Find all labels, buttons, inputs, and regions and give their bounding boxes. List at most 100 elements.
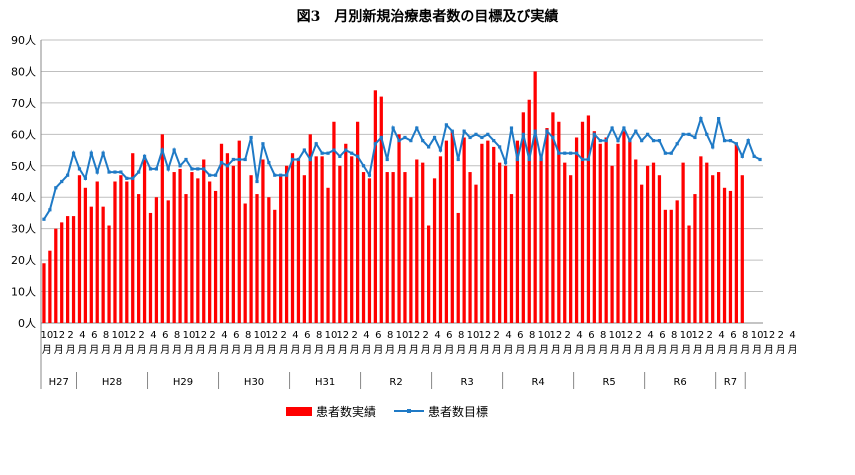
x-tick-unit: 月 — [646, 344, 656, 356]
chart-title: 図3 月別新規治療患者数の目標及び実績 — [296, 9, 559, 25]
x-tick-label: 8 — [600, 330, 606, 341]
target-point — [160, 148, 164, 152]
x-tick-label: 12 — [763, 330, 776, 341]
x-tick-unit: 月 — [409, 344, 419, 356]
bar-actual — [101, 206, 105, 323]
y-tick-label: 70人 — [11, 97, 36, 110]
bar-actual — [498, 162, 502, 323]
target-point — [480, 135, 484, 140]
bar-actual — [592, 131, 596, 323]
target-point — [427, 145, 431, 149]
bar-actual — [361, 172, 366, 323]
bar-actual — [196, 178, 200, 323]
target-point — [101, 151, 105, 155]
target-point — [77, 167, 82, 171]
bar-actual — [728, 190, 733, 323]
x-tick-unit: 月 — [421, 344, 431, 356]
x-tick-label: 6 — [162, 330, 168, 341]
x-tick-unit: 月 — [527, 344, 537, 356]
x-tick-label: 6 — [588, 330, 594, 341]
target-point — [527, 157, 531, 162]
x-tick-label: 10 — [396, 330, 409, 341]
bar-actual — [634, 159, 638, 323]
target-point — [728, 139, 733, 143]
target-point — [421, 139, 425, 143]
bar-actual — [344, 143, 348, 323]
x-tick-unit: 月 — [196, 344, 206, 356]
target-point — [71, 151, 76, 155]
bar-actual — [89, 206, 93, 323]
x-tick-label: 12 — [194, 330, 207, 341]
target-point — [95, 170, 99, 174]
target-point — [693, 135, 697, 140]
x-tick-label: 8 — [458, 330, 464, 341]
bar-actual — [681, 162, 685, 323]
target-point — [681, 132, 685, 136]
year-group-label: R4 — [531, 377, 544, 388]
legend-swatch-line — [394, 405, 425, 417]
x-tick-unit: 月 — [338, 344, 348, 356]
bar-actual — [296, 159, 301, 323]
x-tick-label: 4 — [434, 330, 440, 341]
target-point — [308, 157, 312, 162]
x-tick-unit: 月 — [326, 344, 336, 356]
x-tick-unit: 月 — [563, 344, 573, 356]
bar-actual — [699, 156, 703, 323]
x-tick-unit: 月 — [764, 344, 774, 356]
target-point — [125, 176, 129, 180]
target-point — [486, 132, 490, 136]
x-tick-label: 6 — [730, 330, 736, 341]
x-tick-unit: 月 — [752, 344, 762, 356]
x-tick-unit: 月 — [705, 344, 715, 356]
bar-actual — [610, 165, 614, 323]
x-tick-unit: 月 — [302, 344, 312, 356]
target-point — [397, 139, 401, 143]
target-point — [717, 117, 721, 121]
target-point — [492, 139, 496, 143]
bar-actual — [515, 140, 520, 323]
target-point — [403, 135, 407, 140]
bar-actual — [125, 181, 129, 323]
x-tick-unit: 月 — [89, 344, 99, 356]
bar-actual — [444, 140, 449, 323]
bar-actual — [669, 209, 673, 323]
year-group-label: H31 — [315, 377, 335, 388]
target-point — [273, 173, 277, 177]
target-point — [379, 135, 383, 140]
target-point — [190, 167, 194, 171]
target-point — [456, 157, 460, 162]
bar-actual — [421, 162, 425, 323]
bar-actual — [486, 140, 490, 323]
x-tick-unit: 月 — [66, 344, 76, 356]
x-tick-label: 4 — [221, 330, 227, 341]
x-tick-label: 10 — [112, 330, 125, 341]
bar-actual — [249, 175, 253, 323]
x-tick-unit: 月 — [468, 344, 478, 356]
target-point — [131, 176, 135, 180]
target-point — [154, 167, 159, 171]
bar-actual — [314, 156, 318, 323]
y-tick-label: 20人 — [11, 254, 36, 267]
target-point — [54, 186, 58, 190]
bar-actual — [492, 146, 496, 323]
x-tick-unit: 月 — [219, 344, 229, 356]
target-point — [474, 132, 478, 136]
bar-actual — [190, 172, 194, 323]
bar-actual — [586, 115, 591, 323]
x-tick-label: 2 — [351, 330, 357, 341]
x-tick-label: 4 — [292, 330, 298, 341]
x-tick-label: 2 — [422, 330, 428, 341]
bar-actual — [184, 194, 188, 323]
target-point — [705, 132, 709, 136]
target-point — [551, 135, 555, 140]
x-tick-label: 2 — [209, 330, 215, 341]
x-tick-unit: 月 — [693, 344, 703, 356]
x-tick-unit: 月 — [42, 344, 52, 356]
x-tick-unit: 月 — [515, 344, 525, 356]
bar-actual — [160, 134, 164, 323]
x-tick-label: 2 — [138, 330, 144, 341]
y-tick-label: 50人 — [11, 160, 36, 173]
x-tick-unit: 月 — [184, 344, 194, 356]
bar-actual — [740, 175, 744, 323]
